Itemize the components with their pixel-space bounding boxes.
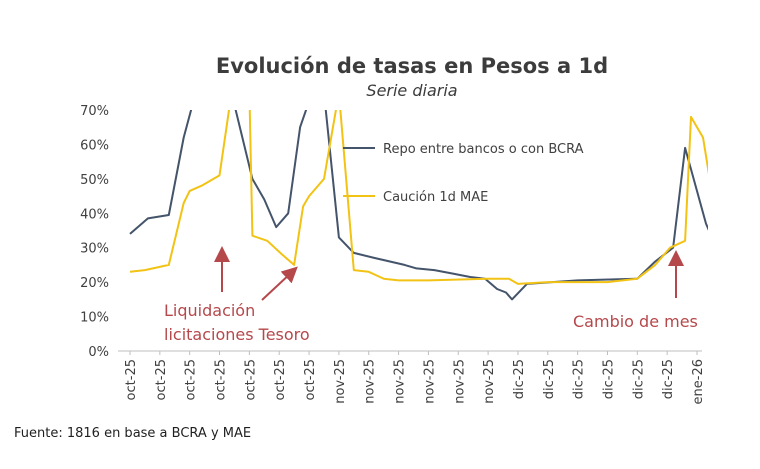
x-tick-label: oct-25 — [154, 359, 169, 400]
x-tick-label: nov-25 — [452, 359, 467, 404]
y-axis: 0% 10% 20% 30% 40% 50% 60% 70% — [80, 104, 109, 360]
x-tick-label: oct-25 — [273, 359, 288, 400]
y-tick-label: 10% — [80, 311, 109, 326]
annotation-line-1: Liquidación — [164, 301, 255, 320]
annotation-line-2: licitaciones Tesoro — [164, 325, 310, 344]
y-tick-label: 0% — [88, 345, 109, 360]
y-tick-label: 20% — [80, 276, 109, 291]
annotation-arrow-diagonal — [261, 266, 298, 301]
x-tick-label: oct-25 — [214, 359, 229, 400]
y-tick-label: 70% — [80, 104, 109, 119]
chart-subtitle: Serie diaria — [366, 81, 457, 100]
x-tick-label: oct-25 — [184, 359, 199, 400]
legend-label-caucion: Caución 1d MAE — [383, 190, 488, 205]
legend-label-repo: Repo entre bancos o con BCRA — [383, 142, 584, 157]
annotation-liquidacion: Liquidación licitaciones Tesoro — [164, 246, 310, 344]
x-tick-label: oct-25 — [124, 359, 139, 400]
x-tick-label: dic-25 — [631, 359, 646, 399]
legend: Repo entre bancos o con BCRA Caución 1d … — [343, 142, 584, 205]
annotation-cambio-de-mes: Cambio de mes — [573, 250, 698, 331]
series-layer — [129, 110, 708, 301]
x-axis: oct-25 oct-25 oct-25 oct-25 oct-25 oct-25 oct-… — [124, 351, 706, 404]
x-tick-label: ene-26 — [691, 359, 706, 404]
x-tick-label: nov-25 — [393, 359, 408, 404]
x-tick-label: nov-25 — [363, 359, 378, 404]
source-note: Fuente: 1816 en base a BCRA y MAE — [14, 426, 251, 441]
x-tick-label: dic-25 — [512, 359, 527, 399]
series-line-caucion — [129, 110, 708, 285]
x-tick-label: oct-25 — [243, 359, 258, 400]
x-tick-label: dic-25 — [661, 359, 676, 399]
x-tick-label: nov-25 — [333, 359, 348, 404]
x-tick-label: dic-25 — [542, 359, 557, 399]
x-tick-label: dic-25 — [601, 359, 616, 399]
y-tick-label: 60% — [80, 138, 109, 153]
y-tick-label: 40% — [80, 207, 109, 222]
x-tick-label: nov-25 — [422, 359, 437, 404]
chart-title: Evolución de tasas en Pesos a 1d — [216, 54, 608, 78]
y-tick-label: 30% — [80, 242, 109, 257]
y-tick-label: 50% — [80, 173, 109, 188]
annotation-cambio-text: Cambio de mes — [573, 312, 698, 331]
x-tick-label: nov-25 — [482, 359, 497, 404]
x-tick-label: dic-25 — [572, 359, 587, 399]
x-tick-label: oct-25 — [303, 359, 318, 400]
